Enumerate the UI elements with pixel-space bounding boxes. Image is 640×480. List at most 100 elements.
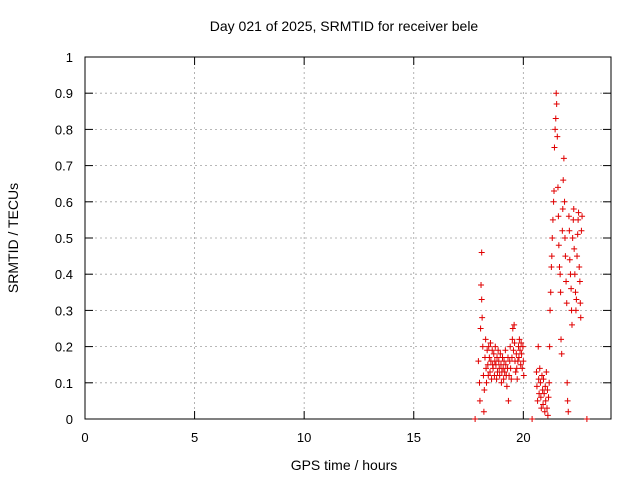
data-point-74 [514, 376, 521, 383]
data-point-157 [571, 271, 578, 278]
data-point-144 [564, 397, 571, 404]
data-point-89 [534, 397, 541, 404]
axis-ticks: 00.10.20.30.40.50.60.70.80.910 5 10 15 20 [55, 50, 611, 445]
plot-frame [84, 56, 612, 420]
x-tick-label-4: 20 [516, 430, 530, 445]
data-point-45 [498, 379, 505, 386]
data-point-99 [540, 401, 547, 408]
data-point-64 [508, 354, 515, 361]
data-point-100 [540, 376, 547, 383]
data-point-3 [475, 358, 482, 365]
data-point-113 [547, 289, 554, 296]
data-point-133 [558, 350, 565, 357]
data-point-92 [536, 390, 543, 397]
data-point-117 [549, 216, 556, 223]
data-point-103 [542, 383, 549, 390]
data-point-55 [503, 383, 510, 390]
data-point-104 [542, 397, 549, 404]
x-tick-label-1: 5 [191, 430, 198, 445]
data-point-116 [549, 235, 556, 241]
data-point-11 [479, 343, 486, 350]
data-point-32 [491, 372, 498, 379]
data-point-28 [489, 347, 496, 354]
data-point-90 [535, 343, 542, 350]
data-point-42 [496, 372, 503, 379]
data-point-37 [494, 354, 501, 361]
data-point-94 [537, 379, 544, 386]
data-point-121 [552, 126, 559, 133]
data-point-43 [497, 350, 504, 357]
data-point-69 [511, 339, 518, 346]
data-point-162 [574, 231, 581, 238]
data-point-58 [505, 397, 512, 404]
data-point-19 [484, 347, 491, 354]
data-point-145 [565, 408, 572, 415]
y-tick-label-6: 0.6 [55, 195, 73, 210]
data-point-4 [476, 379, 483, 386]
data-point-18 [483, 379, 490, 386]
data-point-47 [499, 354, 506, 361]
data-point-97 [538, 372, 545, 379]
data-point-71 [512, 368, 519, 375]
data-point-62 [507, 365, 514, 372]
data-point-66 [509, 325, 516, 332]
data-point-14 [481, 387, 488, 394]
data-point-159 [572, 307, 579, 314]
y-tick-label-0: 0 [66, 412, 73, 427]
data-point-6 [477, 325, 484, 332]
data-point-170 [579, 213, 586, 220]
data-point-155 [570, 206, 577, 213]
data-point-2 [583, 416, 590, 422]
data-point-67 [510, 347, 517, 354]
data-point-80 [517, 361, 524, 368]
data-point-140 [562, 253, 569, 260]
data-point-125 [554, 133, 561, 140]
data-point-88 [533, 383, 540, 390]
data-point-50 [501, 358, 508, 365]
x-tick-label-2: 10 [297, 430, 311, 445]
data-point-87 [533, 368, 540, 375]
data-point-134 [559, 227, 566, 234]
data-point-166 [576, 278, 583, 285]
data-point-16 [482, 336, 489, 343]
data-point-82 [518, 350, 525, 357]
data-point-147 [566, 227, 573, 234]
data-point-132 [558, 336, 565, 343]
data-point-63 [508, 376, 515, 383]
data-point-36 [493, 376, 500, 383]
data-point-137 [560, 155, 567, 162]
data-point-30 [490, 365, 497, 372]
data-point-23 [486, 354, 493, 361]
x-tick-label-0: 0 [81, 430, 88, 445]
data-point-61 [507, 343, 514, 350]
data-point-115 [548, 253, 555, 260]
data-point-122 [552, 115, 559, 122]
data-point-168 [577, 314, 584, 321]
data-point-83 [519, 365, 526, 372]
data-point-51 [501, 368, 508, 375]
data-point-164 [575, 209, 582, 216]
y-tick-label-4: 0.4 [55, 267, 73, 282]
data-points [472, 90, 590, 422]
data-point-85 [520, 358, 527, 365]
data-point-112 [547, 307, 554, 314]
data-point-9 [478, 296, 485, 303]
data-point-153 [569, 235, 576, 241]
y-tick-label-5: 0.5 [55, 231, 73, 246]
data-point-119 [551, 187, 558, 194]
data-point-0 [472, 416, 479, 422]
data-point-86 [520, 372, 527, 379]
data-point-68 [511, 321, 518, 328]
x-axis-label: GPS time / hours [291, 457, 398, 473]
data-point-52 [502, 347, 509, 354]
data-point-27 [488, 376, 495, 383]
data-point-130 [557, 271, 564, 278]
x-tick-label-3: 15 [407, 430, 421, 445]
data-point-142 [563, 300, 570, 307]
data-point-108 [544, 412, 551, 419]
data-point-165 [576, 263, 583, 270]
data-point-141 [563, 278, 570, 285]
data-point-118 [550, 198, 557, 205]
data-point-131 [557, 289, 564, 296]
data-point-72 [513, 350, 520, 357]
